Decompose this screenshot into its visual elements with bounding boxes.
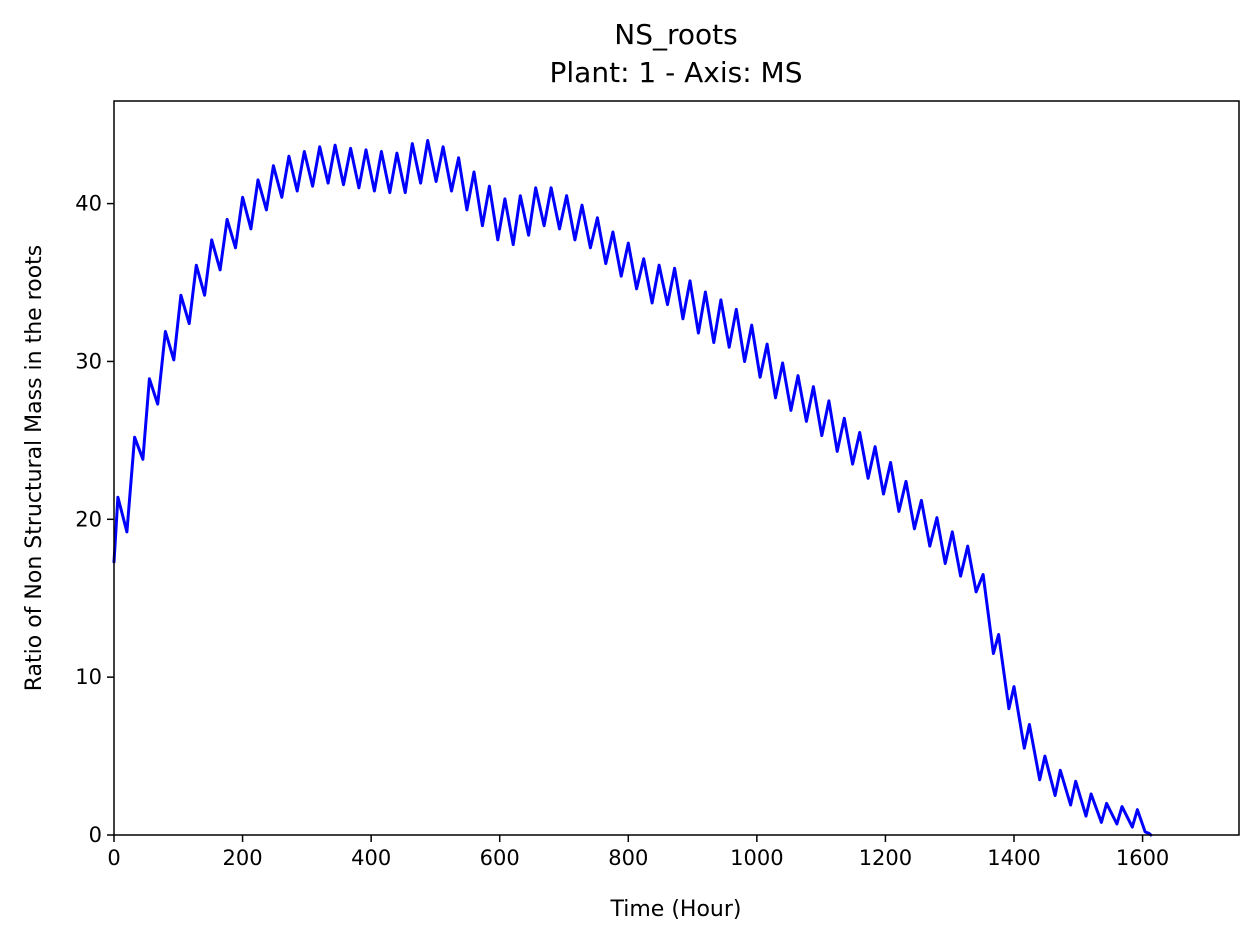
y-tick-label: 10: [75, 665, 102, 689]
x-tick-label: 1600: [1116, 846, 1169, 870]
plot-area-frame: [113, 100, 1240, 836]
x-tick-label: 0: [107, 846, 120, 870]
y-tick-label: 40: [75, 192, 102, 216]
y-tick-label: 20: [75, 507, 102, 531]
y-tick-label: 30: [75, 349, 102, 373]
x-tick-label: 800: [608, 846, 648, 870]
x-tick-label: 400: [351, 846, 391, 870]
y-axis-ticks: 0 10 20 30 40: [75, 192, 114, 847]
x-tick-label: 200: [223, 846, 263, 870]
chart-subtitle: Plant: 1 - Axis: MS: [550, 56, 803, 89]
x-tick-label: 600: [480, 846, 520, 870]
x-tick-label: 1000: [730, 846, 783, 870]
x-axis-ticks: 0 200 400 600 800 1000 1200 1400 1600: [107, 835, 1169, 870]
x-tick-label: 1200: [859, 846, 912, 870]
y-tick-label: 0: [89, 823, 102, 847]
chart-title: NS_roots: [614, 18, 737, 51]
x-tick-label: 1400: [987, 846, 1040, 870]
series-line-0: [112, 139, 1153, 837]
y-axis-label: Ratio of Non Structural Mass in the root…: [22, 245, 47, 692]
series-layer: [112, 139, 1153, 837]
x-axis-label: Time (Hour): [610, 897, 742, 922]
